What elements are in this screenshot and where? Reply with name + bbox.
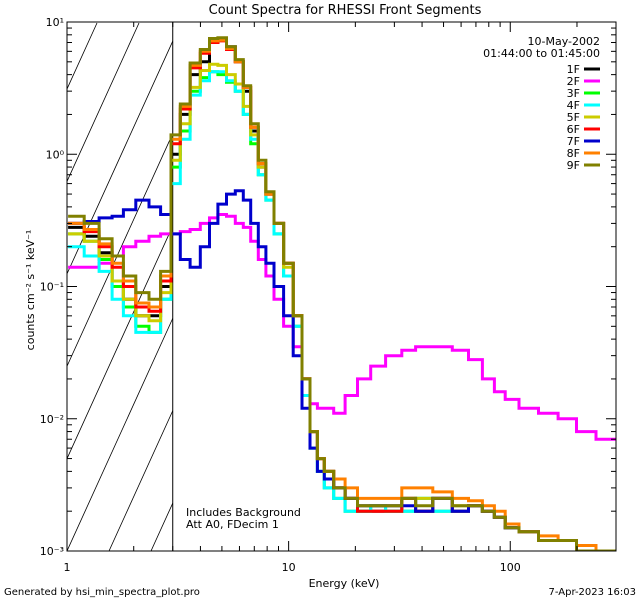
hatch-line — [319, 23, 559, 551]
series-group — [68, 36, 616, 551]
legend-label-9F: 9F — [567, 159, 580, 172]
hatch-line — [571, 23, 640, 551]
header-date: 10-May-2002 — [528, 35, 600, 48]
hatch-line — [277, 23, 517, 551]
x-tick-label: 100 — [500, 561, 521, 574]
footer-timestamp: 7-Apr-2023 16:03 — [549, 587, 636, 598]
hatch-line — [487, 23, 640, 551]
y-tick-label: 10⁰ — [46, 148, 65, 161]
y-tick-label: 10¹ — [46, 16, 64, 29]
x-axis-label: Energy (keV) — [309, 577, 380, 590]
legend-label-8F: 8F — [567, 147, 580, 160]
hatch-line — [529, 23, 640, 551]
legend-label-4F: 4F — [567, 99, 580, 112]
hatch-line — [67, 317, 173, 551]
legend-label-3F: 3F — [567, 87, 580, 100]
header-time-range: 01:44:00 to 01:45:00 — [483, 47, 600, 60]
y-tick-label: 10⁻³ — [40, 545, 64, 558]
hatch-line — [108, 409, 173, 551]
x-axis: 1 10 100 — [64, 22, 617, 574]
footer-generated-by: Generated by hsi_min_spectra_plot.pro — [4, 587, 200, 598]
plot-frame — [66, 21, 617, 552]
legend-label-5F: 5F — [567, 111, 580, 124]
y-axis: 10¹ 10⁰ 10⁻¹ 10⁻² 10⁻³ — [40, 16, 616, 558]
hatch-line — [67, 40, 173, 275]
legend-label-1F: 1F — [567, 63, 580, 76]
y-tick-label: 10⁻² — [40, 413, 64, 426]
y-axis-label: counts cm⁻² s⁻¹ keV⁻¹ — [24, 230, 37, 351]
x-tick-label: 10 — [282, 561, 296, 574]
hatch-line — [67, 132, 173, 368]
hatch-line — [193, 23, 433, 551]
series-line-9F — [68, 36, 616, 551]
y-tick-label: 10⁻¹ — [40, 281, 64, 294]
hatch-line — [150, 502, 173, 551]
hatch-line — [235, 23, 475, 551]
legend-label-6F: 6F — [567, 123, 580, 136]
chart-title: Count Spectra for RHESSI Front Segments — [209, 3, 482, 18]
hatch-line — [67, 224, 173, 460]
hatch-line — [613, 23, 640, 551]
annotation-attenuator: Att A0, FDecim 1 — [186, 518, 279, 531]
attenuator-hatch-region — [67, 22, 640, 551]
annotation-background: Includes Background — [186, 506, 301, 519]
legend-label-7F: 7F — [567, 135, 580, 148]
hatch-line — [67, 22, 140, 183]
x-tick-label: 1 — [64, 561, 71, 574]
hatch-line — [361, 23, 601, 551]
legend-label-2F: 2F — [567, 75, 580, 88]
hatch-line — [403, 23, 640, 551]
